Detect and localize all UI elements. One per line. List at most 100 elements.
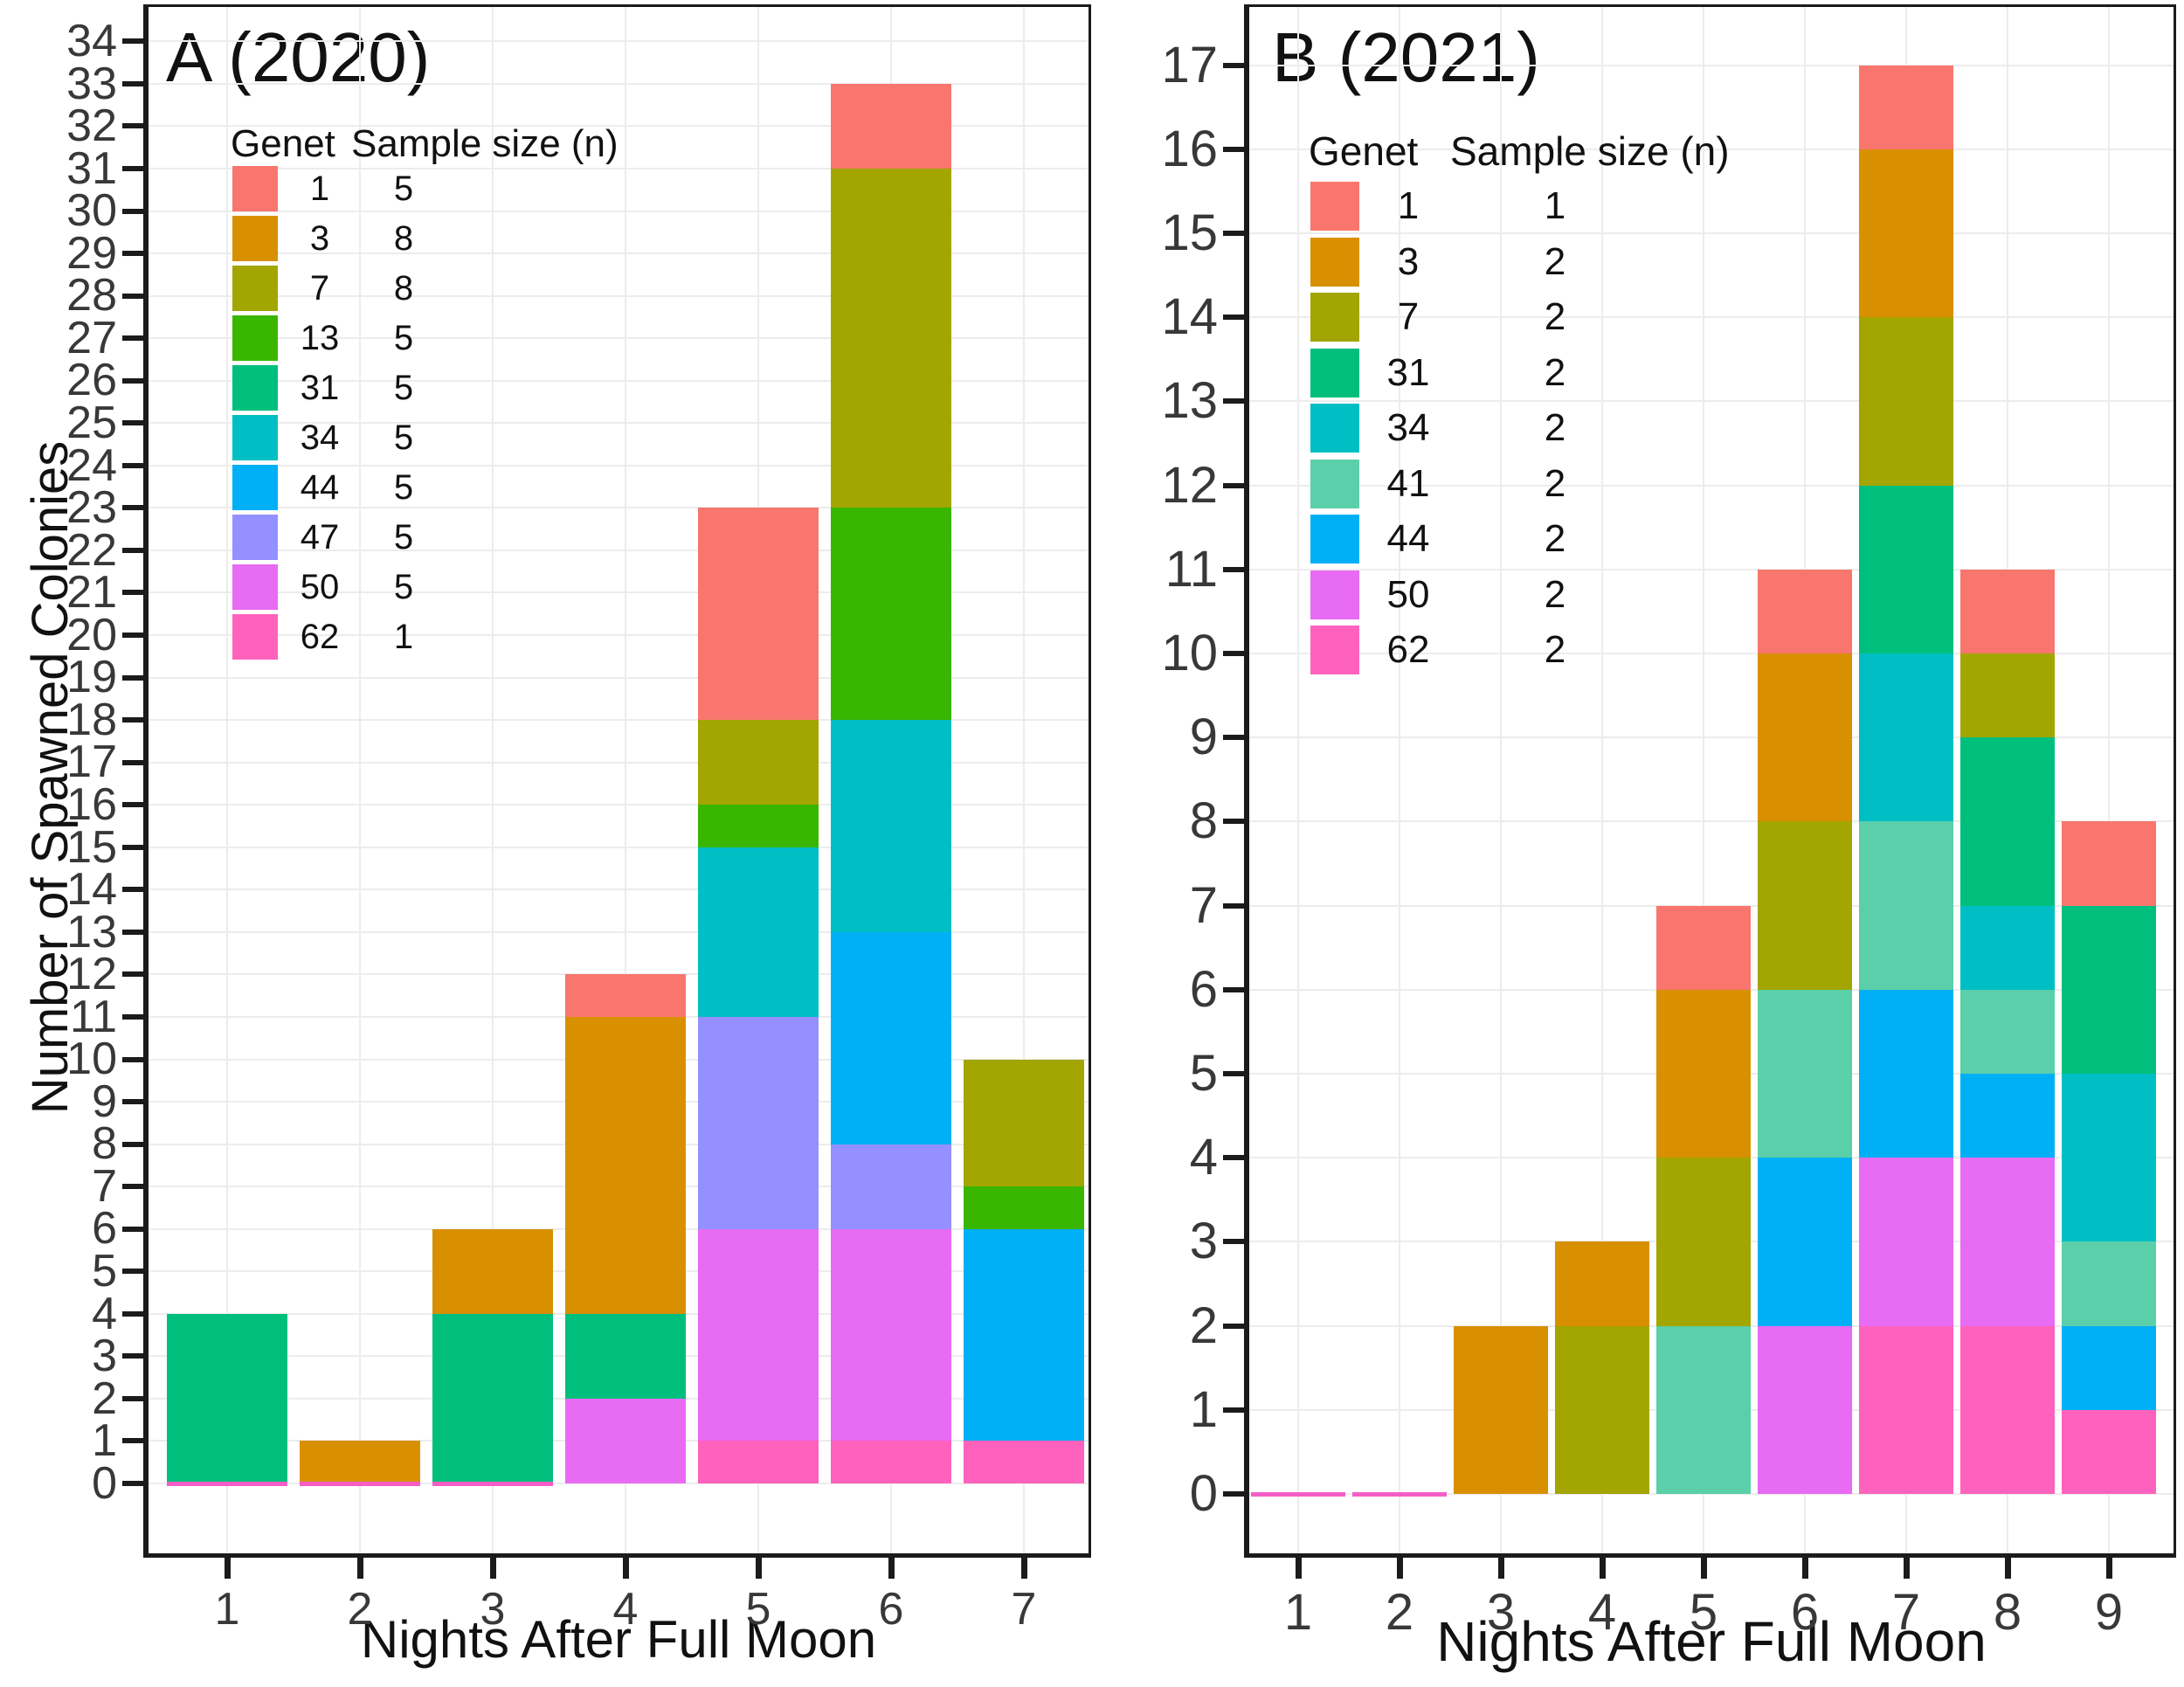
x-tick-label: 3 bbox=[480, 1584, 506, 1635]
legend-n-label: 2 bbox=[1544, 572, 1566, 616]
y-tick bbox=[122, 633, 143, 638]
y-tick-label: 27 bbox=[66, 312, 117, 363]
legend-n-label: 5 bbox=[393, 518, 414, 557]
y-tick-label: 10 bbox=[1161, 625, 1218, 682]
y-tick bbox=[122, 1310, 143, 1317]
x-tick bbox=[888, 1558, 895, 1579]
bar-segment-night-8-genet-7 bbox=[1960, 653, 2055, 738]
x-tick-label: 6 bbox=[1790, 1584, 1820, 1641]
legend-genet-label: 41 bbox=[1386, 461, 1430, 505]
bar-segment-night-8-genet-50 bbox=[1960, 1158, 2055, 1326]
y-tick-label: 31 bbox=[66, 142, 117, 194]
legend-genet-label: 62 bbox=[1386, 628, 1430, 671]
bar-segment-night-4-genet-3 bbox=[1555, 1241, 1649, 1326]
legend-n-label: 2 bbox=[1544, 350, 1566, 394]
bar-segment-night-7-genet-7 bbox=[964, 1059, 1084, 1187]
x-tick-label: 2 bbox=[1385, 1584, 1414, 1641]
y-tick bbox=[1223, 986, 1244, 992]
bar-segment-night-6-genet-44 bbox=[831, 931, 951, 1144]
gridline-h bbox=[1249, 64, 2174, 66]
bar-segment-night-5-genet-34 bbox=[698, 847, 819, 1017]
y-tick bbox=[1223, 482, 1244, 488]
bar-segment-night-6-genet-13 bbox=[831, 508, 951, 721]
legend-swatch-genet-7 bbox=[1310, 293, 1359, 342]
y-tick bbox=[1223, 1239, 1244, 1245]
bar-segment-night-5-genet-41 bbox=[1656, 1325, 1751, 1494]
legend-n-label: 5 bbox=[393, 468, 414, 507]
y-tick bbox=[122, 165, 143, 171]
legend-n-label: 2 bbox=[1544, 461, 1566, 505]
bar-segment-night-9-genet-44 bbox=[2062, 1325, 2156, 1410]
y-tick bbox=[122, 844, 143, 850]
legend-genet-label: 7 bbox=[1397, 295, 1420, 338]
legend-n-label: 8 bbox=[393, 269, 414, 308]
x-tick bbox=[623, 1558, 629, 1579]
gridline-h bbox=[149, 634, 1089, 636]
bar-segment-night-4-genet-31 bbox=[565, 1313, 686, 1399]
gridline-h bbox=[1249, 736, 2174, 739]
y-tick bbox=[122, 38, 143, 45]
gridline-h bbox=[1249, 1493, 2174, 1495]
gridline-h bbox=[149, 210, 1089, 212]
y-tick-label: 26 bbox=[66, 355, 117, 406]
y-tick bbox=[122, 1013, 143, 1020]
y-tick bbox=[122, 802, 143, 808]
y-tick-label: 16 bbox=[66, 778, 117, 830]
y-tick-label: 24 bbox=[66, 439, 117, 491]
x-tick bbox=[1701, 1558, 1707, 1579]
bar-segment-night-5-genet-3 bbox=[1656, 989, 1751, 1158]
y-tick-label: 4 bbox=[1189, 1129, 1218, 1186]
legend-swatch-genet-31 bbox=[1310, 348, 1359, 398]
gridline-v bbox=[1500, 7, 1502, 1553]
gridline-h bbox=[149, 846, 1089, 848]
gridline-h bbox=[149, 125, 1089, 128]
gridline-h bbox=[149, 888, 1089, 891]
bar-segment-night-1-genet-31 bbox=[167, 1313, 287, 1483]
y-tick-label: 2 bbox=[92, 1372, 117, 1424]
x-tick bbox=[756, 1558, 762, 1579]
legend-swatch-genet-34 bbox=[232, 415, 278, 460]
y-tick bbox=[122, 759, 143, 765]
x-tick bbox=[1802, 1558, 1808, 1579]
bar-segment-night-7-genet-41 bbox=[1859, 821, 1953, 990]
y-tick-label: 30 bbox=[66, 185, 117, 237]
legend-header-genet: Genet bbox=[1309, 128, 1419, 174]
y-tick-label: 13 bbox=[66, 906, 117, 958]
legend-header-sample-size: Sample size (n) bbox=[1450, 128, 1730, 174]
legend-swatch-genet-44 bbox=[1310, 515, 1359, 563]
bar-segment-night-9-genet-31 bbox=[2062, 905, 2156, 1074]
y-tick-label: 23 bbox=[66, 482, 117, 534]
gridline-h bbox=[149, 761, 1089, 764]
bar-segment-night-4-genet-50 bbox=[565, 1398, 686, 1483]
y-tick bbox=[122, 887, 143, 893]
y-tick bbox=[1223, 902, 1244, 909]
gridline-h bbox=[1249, 316, 2174, 319]
x-tick bbox=[2106, 1558, 2112, 1579]
legend-genet-label: 7 bbox=[309, 269, 330, 308]
y-tick bbox=[1223, 566, 1244, 572]
legend-n-label: 2 bbox=[1544, 239, 1566, 283]
gridline-h bbox=[1249, 568, 2174, 570]
y-tick-label: 1 bbox=[1189, 1380, 1218, 1438]
legend-swatch-genet-44 bbox=[232, 465, 278, 510]
y-tick-label: 13 bbox=[1161, 372, 1218, 430]
gridline-v bbox=[1023, 7, 1025, 1553]
gridline-h bbox=[1249, 232, 2174, 234]
legend-genet-label: 44 bbox=[1386, 517, 1430, 560]
gridline-h bbox=[1249, 484, 2174, 487]
y-tick-label: 0 bbox=[92, 1457, 117, 1509]
x-tick-label: 5 bbox=[1689, 1584, 1718, 1641]
gridline-h bbox=[149, 422, 1089, 425]
legend-swatch-genet-50 bbox=[1310, 570, 1359, 619]
legend-genet-label: 31 bbox=[300, 369, 340, 407]
bar-segment-night-8-genet-34 bbox=[1960, 905, 2055, 990]
gridline-v bbox=[2108, 7, 2110, 1553]
x-tick bbox=[1904, 1558, 1910, 1579]
bar-segment-night-9-genet-41 bbox=[2062, 1241, 2156, 1326]
y-tick-label: 5 bbox=[92, 1246, 117, 1296]
legend-swatch-genet-47 bbox=[232, 515, 278, 560]
zero-height-bar-line-night-2 bbox=[300, 1482, 420, 1486]
y-tick-label: 8 bbox=[92, 1118, 117, 1170]
y-tick bbox=[1223, 315, 1244, 321]
legend-n-label: 1 bbox=[1544, 184, 1566, 227]
